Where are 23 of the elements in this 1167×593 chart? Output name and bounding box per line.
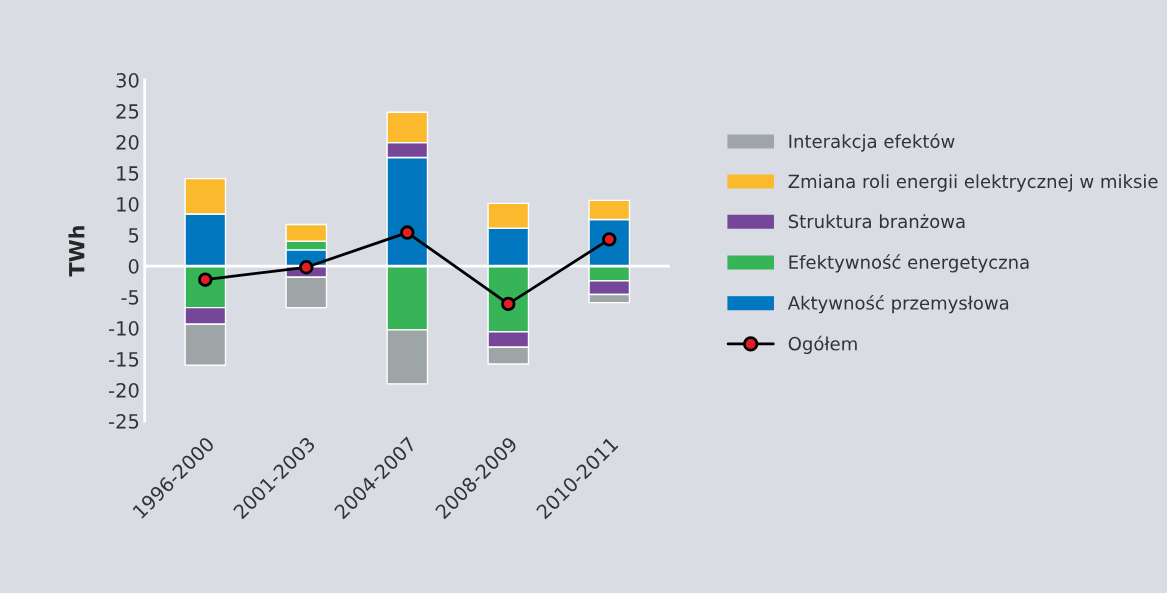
point — [198, 272, 213, 287]
legend-label: Zmiana roli energii elektrycznej w miksie — [788, 174, 1158, 192]
point — [400, 225, 415, 240]
y-tick-label: -5 — [121, 290, 139, 305]
legend-label: Struktura branżowa — [788, 214, 965, 229]
legend-label: Efektywność energetyczna — [789, 254, 1029, 273]
y-tick-label: -10 — [109, 320, 139, 336]
y-tick-label: -20 — [109, 382, 139, 398]
y-tick-label: 10 — [117, 197, 139, 212]
y-tick-label: 5 — [128, 228, 139, 243]
y-tick-label: 20 — [116, 135, 139, 150]
y-axis-title: TWh — [68, 226, 85, 277]
y-tick-label: -25 — [109, 413, 139, 429]
point — [299, 260, 314, 275]
y-tick-label: 30 — [116, 73, 139, 88]
legend-label: Interakcja efektów — [789, 133, 955, 152]
y-tick-label: 25 — [116, 104, 139, 119]
legend-label: Aktywność przemysłowa — [787, 295, 1009, 314]
y-tick-label: 0 — [128, 259, 139, 274]
y-tick-label: 15 — [117, 166, 139, 181]
point — [501, 296, 516, 312]
y-tick-label: -15 — [109, 352, 139, 367]
legend-label: Ogółem — [788, 335, 857, 355]
